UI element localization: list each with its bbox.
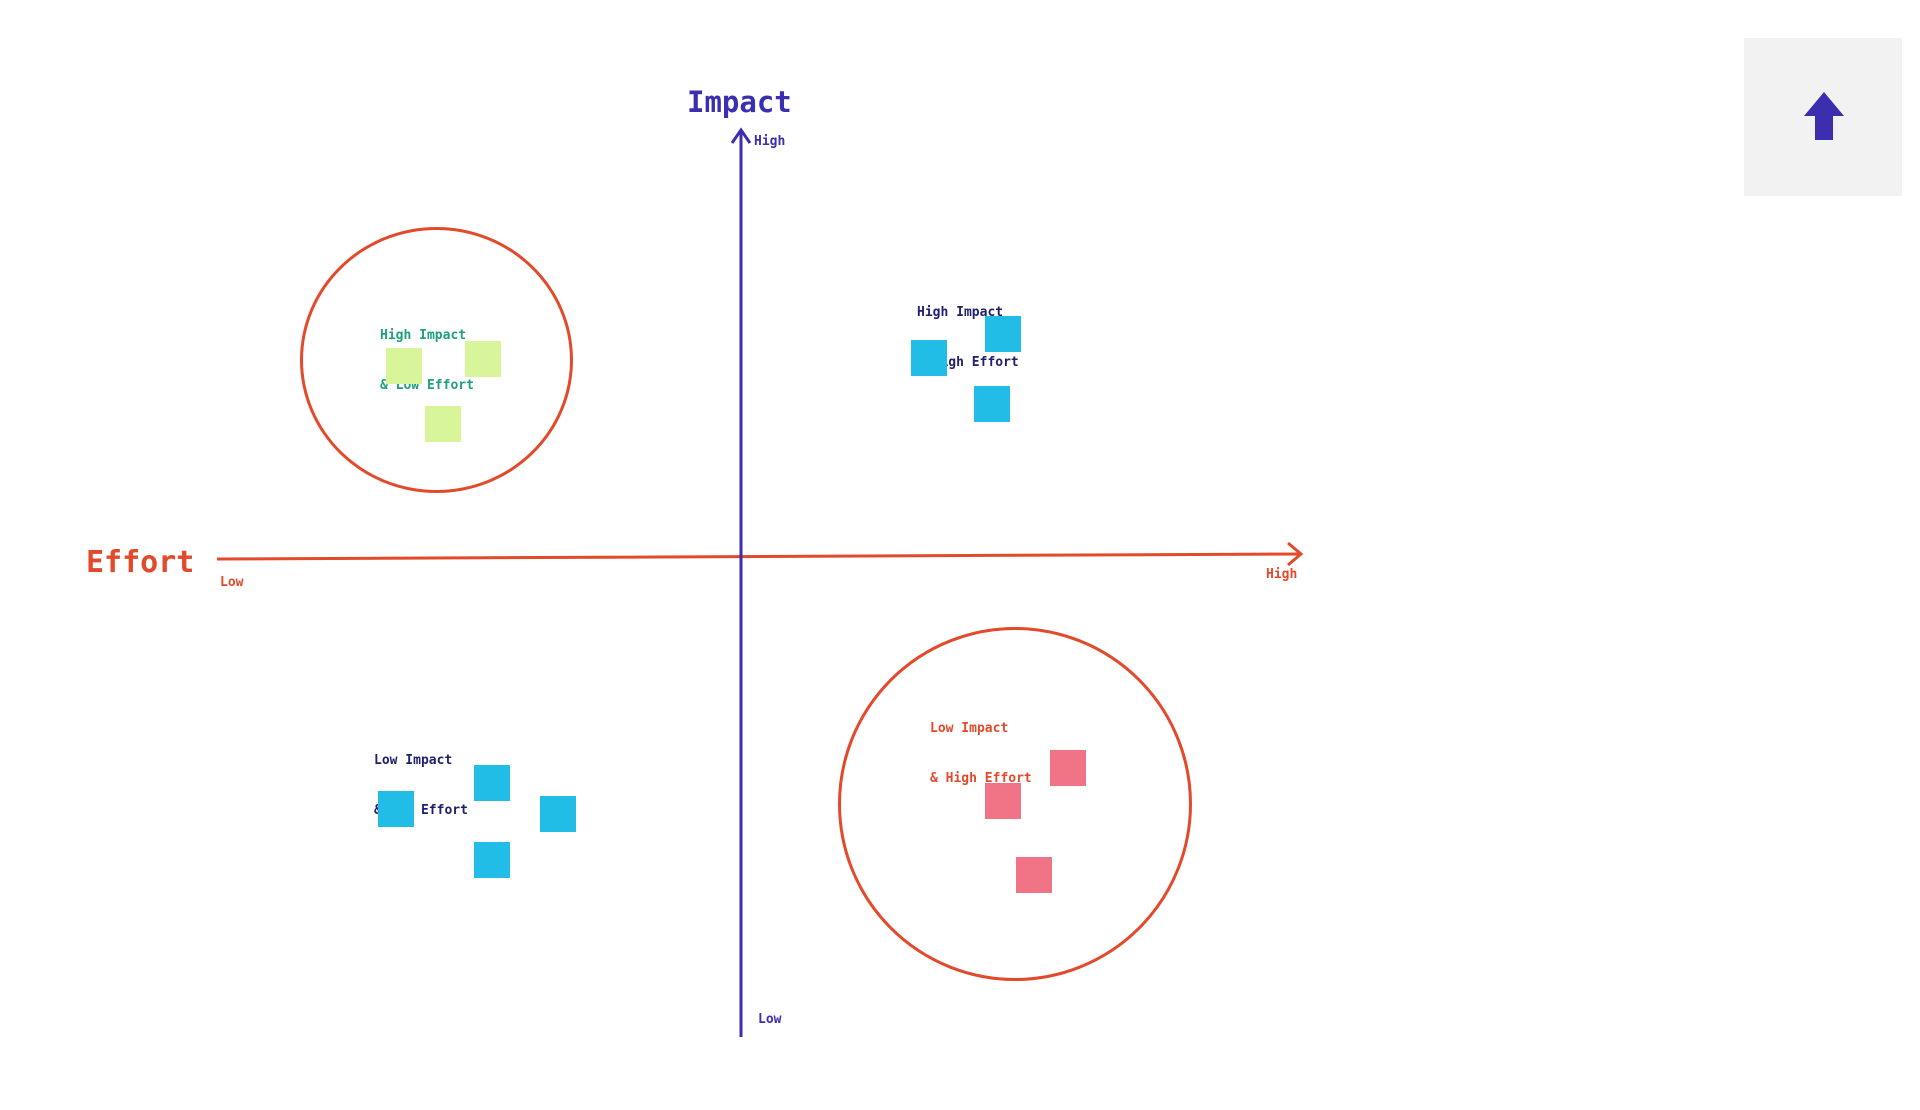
effort-axis-title: Effort — [86, 545, 195, 580]
impact-axis-high-label: High — [754, 134, 786, 149]
effort-axis-line — [216, 552, 1301, 561]
sticky-note[interactable] — [378, 791, 414, 827]
sticky-note[interactable] — [974, 386, 1010, 422]
sticky-note[interactable] — [985, 316, 1021, 352]
quadrant-label-line1: Low Impact — [930, 720, 1009, 736]
effort-axis-low-label: Low — [220, 575, 244, 590]
highlight-circle-low-impact-high-effort — [838, 627, 1192, 981]
quadrant-label-high-impact-high-effort: High Impact & High Effort — [917, 271, 1019, 389]
impact-axis-title: Impact — [687, 85, 792, 119]
sticky-note[interactable] — [1050, 750, 1086, 786]
sticky-note[interactable] — [1016, 857, 1052, 893]
quadrant-label-line1: High Impact — [380, 327, 467, 343]
upload-button[interactable] — [1744, 38, 1902, 196]
sticky-note[interactable] — [465, 341, 501, 377]
effort-axis-arrowhead — [1287, 541, 1304, 567]
highlight-circle-quick-wins — [300, 227, 573, 493]
sticky-note[interactable] — [985, 783, 1021, 819]
quadrant-label-line2: & High Effort — [930, 771, 1032, 787]
quadrant-label-low-impact-high-effort: Low Impact & High Effort — [930, 687, 1032, 805]
effort-axis-high-label: High — [1266, 567, 1298, 582]
impact-axis-low-label: Low — [758, 1012, 782, 1027]
sticky-note[interactable] — [386, 348, 422, 384]
impact-axis-arrowhead — [730, 127, 752, 144]
quadrant-label-line1: Low Impact — [374, 752, 453, 768]
sticky-note[interactable] — [911, 340, 947, 376]
sticky-note[interactable] — [474, 765, 510, 801]
sticky-note[interactable] — [540, 796, 576, 832]
sticky-note[interactable] — [425, 406, 461, 442]
arrow-up-icon — [1804, 92, 1844, 140]
sticky-note[interactable] — [474, 842, 510, 878]
